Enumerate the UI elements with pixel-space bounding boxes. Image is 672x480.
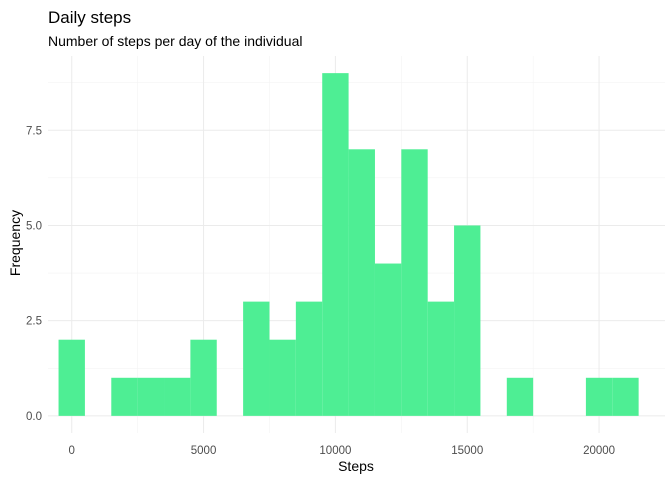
histogram-bar bbox=[137, 377, 165, 416]
histogram-bar bbox=[612, 377, 639, 416]
x-axis-title: Steps bbox=[338, 458, 374, 474]
x-tick-label: 20000 bbox=[583, 445, 615, 457]
chart-title: Daily steps bbox=[48, 8, 131, 27]
y-tick-label: 0.0 bbox=[26, 411, 42, 423]
y-tick-label: 7.5 bbox=[26, 125, 42, 137]
histogram-bar bbox=[454, 225, 481, 416]
y-tick-label: 5.0 bbox=[26, 220, 42, 232]
histogram-bar bbox=[427, 301, 455, 416]
histogram-bar bbox=[401, 149, 428, 416]
x-tick-label: 10000 bbox=[319, 445, 351, 457]
histogram-bar bbox=[295, 301, 323, 416]
chart-subtitle: Number of steps per day of the individua… bbox=[48, 33, 302, 49]
histogram-bar bbox=[164, 377, 191, 416]
histogram-bar bbox=[58, 339, 85, 416]
histogram-bar bbox=[374, 263, 402, 416]
x-tick-label: 15000 bbox=[451, 445, 483, 457]
y-tick-label: 2.5 bbox=[26, 316, 42, 328]
histogram-bar bbox=[506, 377, 534, 416]
histogram-bar bbox=[269, 339, 296, 416]
histogram-bar bbox=[190, 339, 217, 416]
y-axis: 0.0 2.5 5.0 7.5 bbox=[26, 125, 42, 423]
x-tick-label: 0 bbox=[69, 445, 75, 457]
x-tick-label: 5000 bbox=[191, 445, 217, 457]
histogram-bar bbox=[585, 377, 613, 416]
x-axis: 0 5000 10000 15000 20000 bbox=[69, 445, 616, 457]
histogram-bar bbox=[322, 73, 349, 416]
histogram-bar bbox=[243, 301, 270, 416]
bars bbox=[58, 73, 639, 416]
y-axis-title: Frequency bbox=[7, 210, 23, 276]
histogram-bar bbox=[348, 149, 375, 416]
histogram-bar bbox=[111, 377, 138, 416]
